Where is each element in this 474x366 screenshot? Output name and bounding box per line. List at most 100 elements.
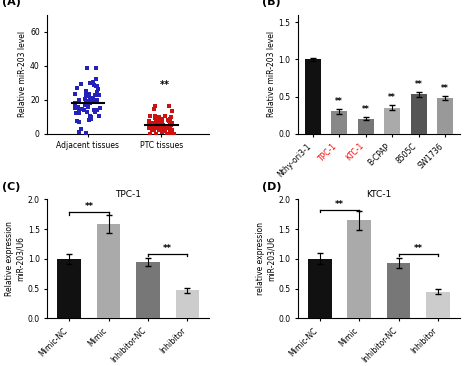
- Point: [83, 109, 91, 115]
- Point: [83, 102, 91, 108]
- Point: [165, 131, 173, 137]
- Point: [154, 124, 161, 130]
- Point: [165, 118, 173, 124]
- Point: [150, 106, 157, 112]
- Bar: [358, 119, 374, 134]
- Bar: [411, 94, 427, 134]
- Y-axis label: Relative miR-203 level: Relative miR-203 level: [18, 31, 27, 117]
- Point: [87, 114, 95, 120]
- Point: [76, 106, 83, 112]
- Point: [147, 124, 155, 130]
- Text: **: **: [388, 93, 396, 102]
- Point: [152, 126, 160, 131]
- Point: [153, 131, 160, 137]
- Point: [165, 131, 173, 137]
- Point: [89, 79, 97, 85]
- Point: [155, 125, 163, 131]
- Point: [91, 82, 98, 88]
- Point: [93, 83, 100, 89]
- Point: [93, 97, 101, 103]
- Bar: [97, 224, 120, 318]
- Point: [166, 116, 173, 122]
- Bar: [308, 259, 332, 318]
- Text: (B): (B): [263, 0, 281, 7]
- Point: [91, 92, 99, 98]
- Point: [91, 107, 98, 113]
- Point: [85, 100, 92, 106]
- Point: [155, 124, 162, 130]
- Point: [163, 125, 171, 131]
- Point: [152, 119, 160, 125]
- Point: [155, 127, 163, 133]
- Point: [91, 99, 98, 105]
- Point: [80, 108, 87, 113]
- Point: [147, 123, 155, 129]
- Point: [166, 119, 173, 125]
- Point: [97, 105, 104, 111]
- Text: **: **: [415, 80, 422, 89]
- Point: [82, 93, 90, 98]
- Point: [82, 100, 90, 106]
- Point: [72, 105, 79, 111]
- Point: [152, 115, 159, 121]
- Point: [75, 128, 83, 134]
- Point: [146, 113, 154, 119]
- Bar: [437, 98, 453, 134]
- Point: [95, 113, 103, 119]
- Point: [75, 107, 83, 113]
- Bar: [57, 259, 81, 318]
- Point: [161, 128, 169, 134]
- Point: [167, 114, 175, 120]
- Bar: [331, 111, 347, 134]
- Point: [156, 122, 164, 128]
- Point: [151, 102, 159, 108]
- Point: [86, 100, 93, 106]
- Point: [72, 110, 79, 116]
- Y-axis label: Relative expression
miR-203/U6: Relative expression miR-203/U6: [6, 221, 25, 296]
- Text: **: **: [441, 84, 449, 93]
- Point: [167, 121, 174, 127]
- Y-axis label: Relative miR-203 level: Relative miR-203 level: [266, 31, 275, 117]
- Point: [86, 117, 93, 123]
- Point: [166, 124, 174, 130]
- Title: KTC-1: KTC-1: [366, 190, 392, 198]
- Point: [75, 110, 83, 116]
- Point: [85, 99, 93, 105]
- Point: [81, 102, 89, 108]
- Bar: [136, 262, 160, 318]
- Point: [82, 130, 90, 136]
- Point: [77, 82, 85, 87]
- Text: (C): (C): [2, 182, 20, 192]
- Point: [82, 88, 90, 94]
- Point: [92, 83, 100, 89]
- Point: [146, 119, 153, 124]
- Point: [155, 119, 162, 125]
- Point: [149, 124, 157, 130]
- Point: [72, 100, 79, 106]
- Point: [92, 66, 100, 71]
- Point: [86, 81, 94, 86]
- Point: [148, 127, 155, 133]
- Point: [81, 96, 89, 102]
- Point: [165, 103, 173, 109]
- Point: [146, 131, 154, 137]
- Point: [159, 118, 166, 124]
- Point: [83, 65, 91, 71]
- Point: [84, 104, 92, 110]
- Point: [75, 119, 82, 125]
- Y-axis label: relative expression
miR-203/U6: relative expression miR-203/U6: [256, 223, 275, 295]
- Point: [92, 76, 100, 82]
- Point: [86, 98, 94, 104]
- Bar: [305, 59, 320, 134]
- Point: [163, 131, 171, 137]
- Text: **: **: [84, 202, 93, 211]
- Text: **: **: [414, 244, 423, 253]
- Point: [155, 123, 162, 129]
- Point: [168, 108, 175, 114]
- Point: [168, 127, 175, 133]
- Point: [86, 95, 93, 101]
- Point: [154, 120, 161, 126]
- Text: **: **: [335, 200, 344, 209]
- Point: [95, 92, 103, 98]
- Bar: [384, 108, 400, 134]
